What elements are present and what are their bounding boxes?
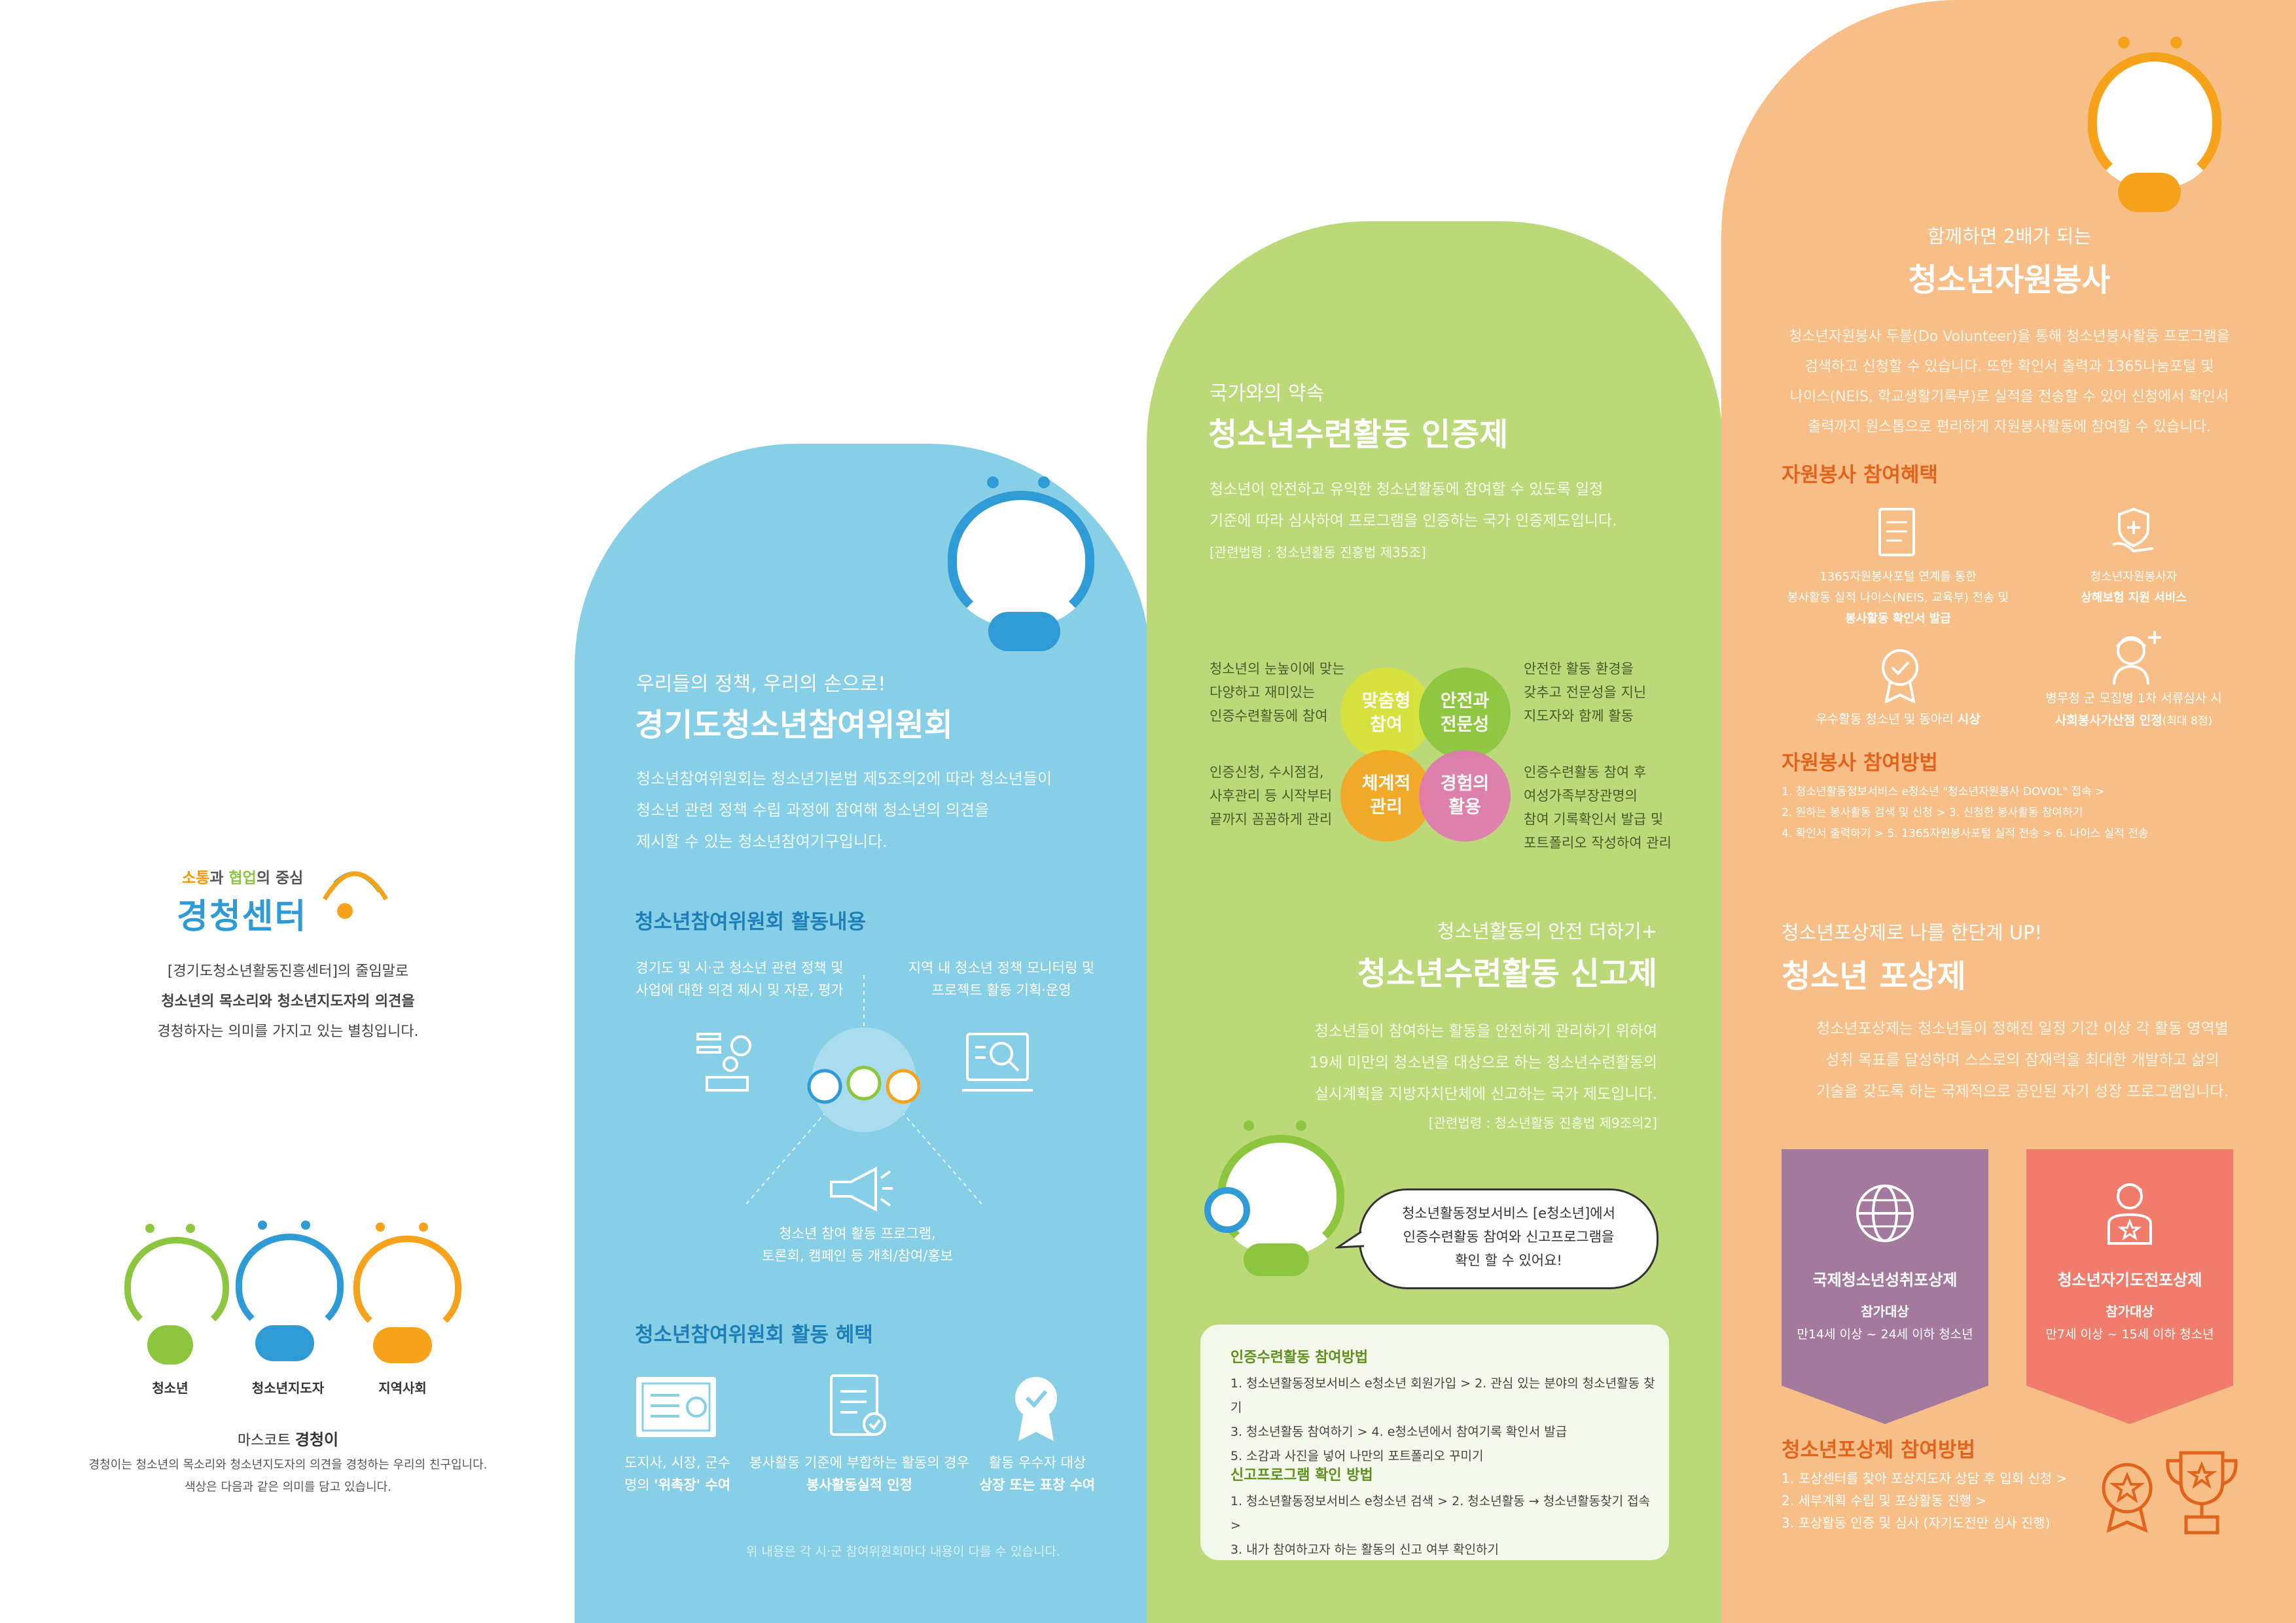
award-ribbon-icon xyxy=(1882,649,1918,703)
committee-note: 위 내용은 각 시·군 참여위원회마다 내용이 다를 수 있습니다. xyxy=(746,1544,1060,1559)
mascot-blue xyxy=(229,1221,344,1364)
volunteer-subtitle: 함께하면 2배가 되는 xyxy=(1927,225,2092,247)
cert-law: [관련법령 : 청소년활동 진흥법 제35조] xyxy=(1210,544,1426,560)
person-star-icon xyxy=(2108,1183,2152,1245)
megaphone-icon xyxy=(830,1166,893,1212)
venn-circle-experience: 경험의 활용 xyxy=(1419,750,1511,842)
volunteer-method-steps: 1. 청소년활동정보서비스 e청소년 "청소년자원봉사 DOVOL" 접속 > … xyxy=(1782,785,2149,840)
mascot-label-youth: 청소년 xyxy=(152,1380,188,1396)
mascot-label-community: 지역사회 xyxy=(378,1380,427,1396)
activity-diagram xyxy=(745,975,982,1205)
speech-bubble-tail xyxy=(1335,1230,1365,1249)
shield-hand-icon xyxy=(2112,507,2154,553)
logo: 소통과 협업의 중심 경청센터 xyxy=(177,851,399,942)
venn-text-4: 인증수련활동 참여 후 여성가족부장관명의 참여 기록확인서 발급 및 포트폴리… xyxy=(1524,764,1672,851)
committee-title: 경기도청소년참여위원회 xyxy=(635,707,953,743)
award-card-challenge-label: 참가대상 xyxy=(2106,1304,2154,1319)
medal-icon xyxy=(1015,1377,1057,1441)
mascot-green xyxy=(118,1224,229,1368)
intro-text: [경기도청소년활동진흥센터]의 줄임말로 청소년의 목소리와 청소년지도자의 의… xyxy=(157,963,419,1040)
benefit-2: 봉사활동 기준에 부합하는 활동의 경우 봉사활동실적 인정 xyxy=(749,1455,969,1493)
report-subtitle: 청소년활동의 안전 더하기+ xyxy=(1437,920,1657,942)
award-card-international-target: 만14세 이상 ~ 24세 이하 청소년 xyxy=(1797,1327,1973,1342)
trophy-icon xyxy=(2166,1451,2238,1535)
mascot-blue-waving xyxy=(942,471,1106,654)
venn-text-1: 청소년의 눈높이에 맞는 다양하고 재미있는 인증수련활동에 참여 xyxy=(1210,661,1345,724)
box-title-cert: 인증수련활동 참여방법 xyxy=(1230,1349,1369,1366)
speech-bubble-text: 청소년활동정보서비스 [e청소년]에서 인증수련활동 참여와 신고프로그램을 확… xyxy=(1402,1205,1615,1268)
benefit-3: 활동 우수자 대상 상장 또는 표창 수여 xyxy=(979,1455,1096,1493)
volunteer-method-title: 자원봉사 참여방법 xyxy=(1782,751,1938,775)
cert-title: 청소년수련활동 인증제 xyxy=(1208,416,1509,453)
policy-opinion-icon xyxy=(696,1033,751,1092)
mascot-green-magnifier xyxy=(1204,1119,1355,1276)
speech-bubble xyxy=(1359,1188,1659,1289)
award-body: 청소년포상제는 청소년들이 정해진 일정 기간 이상 각 활동 영역별 성취 목… xyxy=(1816,1020,2229,1100)
volunteer-benefits-title: 자원봉사 참여혜택 xyxy=(1782,463,1938,487)
award-card-challenge-title: 청소년자기도전포상제 xyxy=(2057,1271,2202,1289)
monitoring-icon xyxy=(962,1033,1033,1092)
award-card-challenge: 청소년자기도전포상제 참가대상 만7세 이상 ~ 15세 이하 청소년 xyxy=(2026,1149,2233,1424)
report-law: [관련법령 : 청소년활동 진흥법 제9조의2] xyxy=(1428,1115,1657,1131)
box-steps-report: 1. 청소년활동정보서비스 e청소년 검색 > 2. 청소년활동 → 청소년활동… xyxy=(1230,1494,1651,1557)
soldier-icon xyxy=(2113,631,2161,685)
award-method-steps: 1. 포상센터를 찾아 포상지도자 상담 후 입회 신청 > 2. 세부계획 수… xyxy=(1782,1471,2068,1531)
award-title: 청소년 포상제 xyxy=(1782,958,1966,995)
mascot-label-leader: 청소년지도자 xyxy=(251,1380,325,1396)
report-title: 청소년수련활동 신고제 xyxy=(1357,955,1657,992)
badge-icon xyxy=(2102,1463,2153,1533)
award-card-international-title: 국제청소년성취포상제 xyxy=(1812,1271,1958,1289)
volunteer-benefit-2: 청소년자원봉사자 상해보험 지원 서비스 xyxy=(2081,570,2187,605)
volunteer-benefit-1: 1365자원봉사포털 연계를 통한 봉사활동 실적 나이스(NEIS, 교육부)… xyxy=(1787,570,2009,626)
award-method-title: 청소년포상제 참여방법 xyxy=(1782,1438,1975,1462)
volunteer-title: 청소년자원봉사 xyxy=(1908,262,2111,298)
venn-circle-safety: 안전과 전문성 xyxy=(1419,668,1511,759)
venn-text-2: 안전한 활동 환경을 갖추고 전문성을 지닌 지도자와 함께 활동 xyxy=(1524,661,1647,724)
committee-benefits-title: 청소년참여위원회 활동 혜택 xyxy=(635,1323,873,1347)
committee-activities-title: 청소년참여위원회 활동내용 xyxy=(635,910,867,934)
activity-1: 경기도 및 시·군 청소년 관련 정책 및 사업에 대한 의견 제시 및 자문,… xyxy=(636,960,844,998)
box-steps-cert: 1. 청소년활동정보서비스 e청소년 회원가입 > 2. 관심 있는 분야의 청… xyxy=(1230,1376,1655,1463)
logo-tagline: 소통과 협업의 중심 xyxy=(182,870,304,887)
venn-text-3: 인증신청, 수시점검, 사후관리 등 시작부터 끝까지 꼼꼼하게 관리 xyxy=(1210,764,1333,827)
participation-box xyxy=(1200,1325,1669,1560)
venn-circle-custom: 맞춤형 참여 xyxy=(1340,668,1432,759)
document-list-icon xyxy=(1878,508,1915,556)
volunteer-body: 청소년자원봉사 두볼(Do Volunteer)을 통해 청소년봉사활동 프로그… xyxy=(1789,329,2230,435)
magnifier-icon xyxy=(1204,1187,1250,1233)
logo-title: 경청센터 xyxy=(177,897,308,936)
globe-icon xyxy=(1856,1185,1914,1242)
box-title-report: 신고프로그램 확인 방법 xyxy=(1230,1467,1373,1484)
certificate-icon xyxy=(636,1377,716,1437)
cert-subtitle: 국가와의 약속 xyxy=(1210,382,1325,405)
mascot-orange-cheer xyxy=(2081,33,2225,223)
volunteer-benefit-3: 우수활동 청소년 및 동아리 시상 xyxy=(1816,712,1981,726)
sound-wave-icon xyxy=(322,871,388,919)
mascot-orange xyxy=(347,1222,461,1366)
venn-circle-system: 체계적 관리 xyxy=(1340,750,1432,842)
activity-2: 지역 내 청소년 정책 모니터링 및 프로젝트 활동 기획·운영 xyxy=(908,960,1095,998)
award-card-international-label: 참가대상 xyxy=(1861,1304,1909,1319)
volunteer-benefit-4: 병무청 군 모집병 1차 서류심사 시 사회봉사가산점 인정(최대 8점) xyxy=(2045,691,2222,728)
activity-3: 청소년 참여 활동 프로그램, 토론회, 캠페인 등 개최/참여/홍보 xyxy=(761,1226,953,1264)
award-card-challenge-target: 만7세 이상 ~ 15세 이하 청소년 xyxy=(2045,1327,2214,1342)
mascot-title: 마스코트 경청이 xyxy=(237,1431,339,1449)
benefit-1: 도지사, 시장, 군수 명의 '위촉장' 수여 xyxy=(624,1455,731,1493)
mascot-group xyxy=(111,1217,465,1394)
award-card-international: 국제청소년성취포상제 참가대상 만14세 이상 ~ 24세 이하 청소년 xyxy=(1782,1149,1988,1424)
mascot-desc: 경청이는 청소년의 목소리와 청소년지도자의 의견을 경청하는 우리의 친구입니… xyxy=(88,1458,488,1494)
document-check-icon xyxy=(830,1374,886,1436)
committee-body: 청소년참여위원회는 청소년기본법 제5조의2에 따라 청소년들이 청소년 관련 … xyxy=(636,770,1052,851)
report-body: 청소년들이 참여하는 활동을 안전하게 관리하기 위하여 19세 미만의 청소년… xyxy=(1309,1023,1657,1103)
committee-subtitle: 우리들의 정책, 우리의 손으로! xyxy=(636,673,886,696)
award-subtitle: 청소년포상제로 나를 한단계 UP! xyxy=(1782,921,2043,944)
cert-body: 청소년이 안전하고 유익한 청소년활동에 참여할 수 있도록 일정 기준에 따라… xyxy=(1210,481,1617,529)
